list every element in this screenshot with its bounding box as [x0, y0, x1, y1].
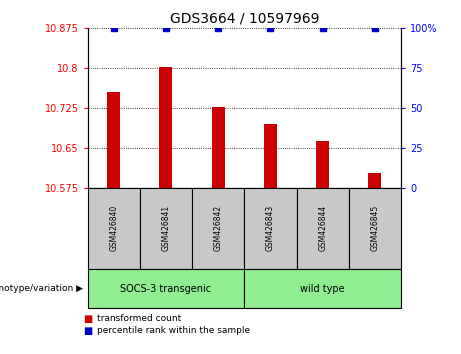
Bar: [212, 107, 225, 188]
Bar: [368, 173, 381, 188]
Text: ■: ■: [83, 314, 92, 324]
Text: wild type: wild type: [301, 284, 345, 293]
Title: GDS3664 / 10597969: GDS3664 / 10597969: [170, 12, 319, 26]
Point: [371, 25, 378, 31]
Bar: [107, 92, 120, 188]
Text: ■: ■: [83, 326, 92, 336]
Text: GSM426842: GSM426842: [214, 205, 223, 251]
Bar: [264, 124, 277, 188]
Text: GSM426843: GSM426843: [266, 205, 275, 251]
Point: [267, 25, 274, 31]
Text: percentile rank within the sample: percentile rank within the sample: [97, 326, 250, 336]
Text: genotype/variation ▶: genotype/variation ▶: [0, 284, 83, 293]
Text: SOCS-3 transgenic: SOCS-3 transgenic: [120, 284, 212, 293]
Text: GSM426845: GSM426845: [371, 205, 379, 251]
Text: GSM426840: GSM426840: [109, 205, 118, 251]
Point: [110, 25, 118, 31]
Text: transformed count: transformed count: [97, 314, 181, 323]
Point: [162, 25, 170, 31]
Point: [319, 25, 326, 31]
Bar: [316, 141, 329, 188]
Text: GSM426844: GSM426844: [318, 205, 327, 251]
Point: [214, 25, 222, 31]
Bar: [160, 67, 172, 188]
Text: GSM426841: GSM426841: [161, 205, 171, 251]
